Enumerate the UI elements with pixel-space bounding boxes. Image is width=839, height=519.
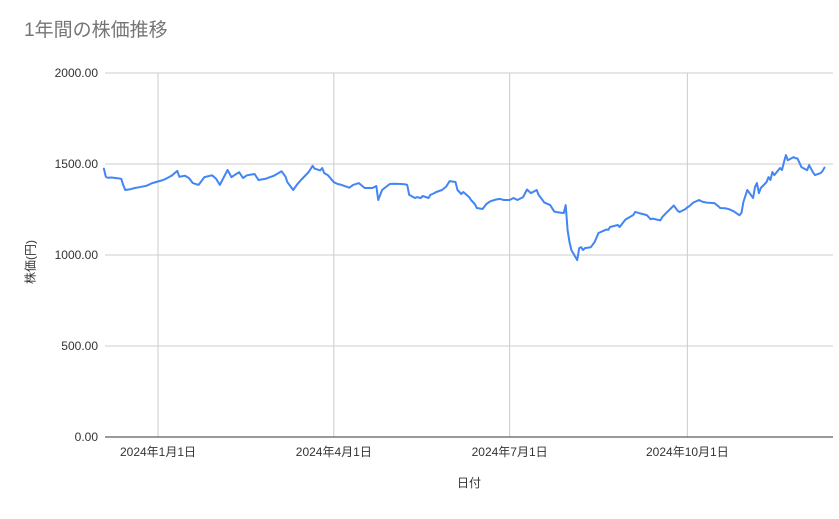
y-tick-label: 1000.00 [55, 248, 99, 262]
x-tick-label: 2024年10月1日 [646, 445, 729, 459]
x-tick-label: 2024年1月1日 [120, 445, 196, 459]
y-tick-label: 500.00 [61, 339, 98, 353]
chart-title: 1年間の株価推移 [24, 20, 168, 41]
y-tick-label: 1500.00 [55, 157, 99, 171]
y-tick-label: 2000.00 [55, 66, 99, 80]
price-line [102, 154, 826, 262]
x-tick-label: 2024年7月1日 [472, 445, 548, 459]
y-tick-label: 0.00 [75, 430, 99, 444]
x-axis-title: 日付 [456, 476, 481, 490]
y-axis-title: 株価(円) [23, 240, 38, 284]
x-tick-label: 2024年4月1日 [296, 445, 372, 459]
